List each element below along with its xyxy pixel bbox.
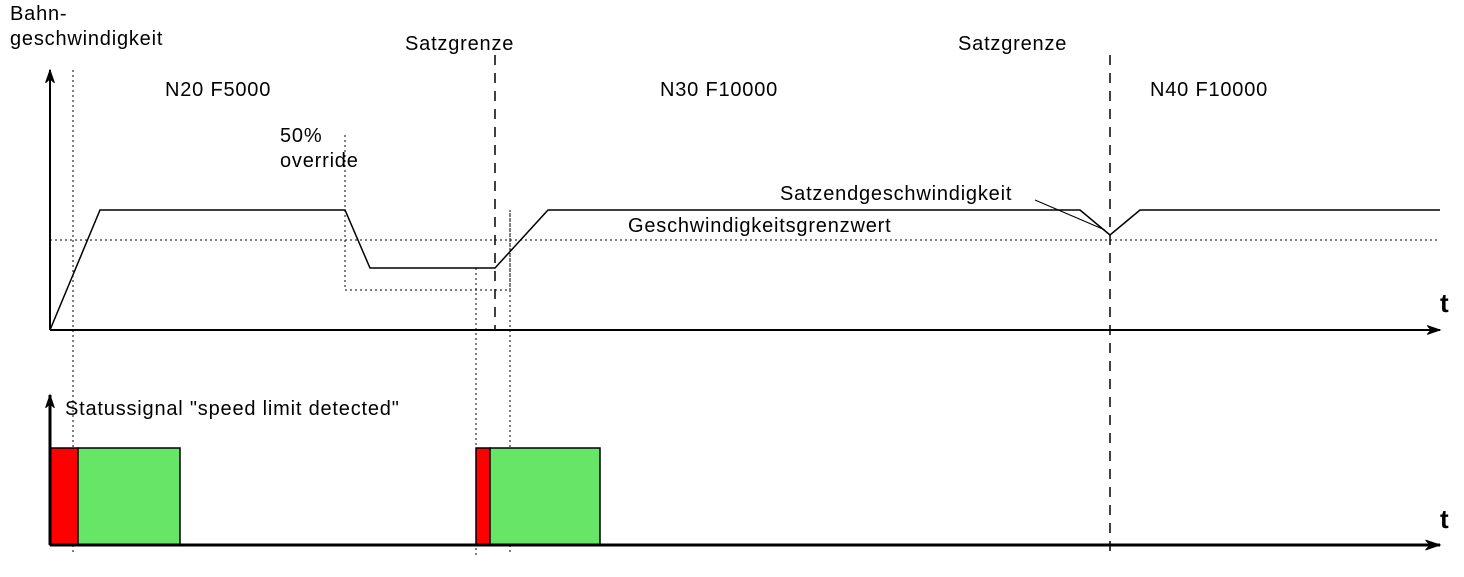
label-n40: N40 F10000 [1150,79,1268,101]
label-satzgrenze2: Satzgrenze [958,33,1067,55]
label-yTitle1: Bahn- [10,3,67,25]
label-t1: t [1440,288,1449,318]
endspeed-leader [1035,200,1105,230]
status-block [78,448,180,545]
label-override1: 50% [280,125,322,147]
label-t2: t [1440,504,1449,534]
label-ende: Satzendgeschwindigkeit [780,183,1012,205]
label-n20: N20 F5000 [165,79,271,101]
label-override2: override [280,150,359,172]
label-status: Statussignal "speed limit detected" [65,398,400,420]
status-block [476,448,490,545]
status-block [50,448,78,545]
label-n30: N30 F10000 [660,79,778,101]
override-dotted [345,210,510,290]
label-grenz: Geschwindigkeitsgrenzwert [628,215,891,237]
status-block [490,448,600,545]
label-satzgrenze1: Satzgrenze [405,33,514,55]
label-yTitle2: geschwindigkeit [10,28,163,50]
